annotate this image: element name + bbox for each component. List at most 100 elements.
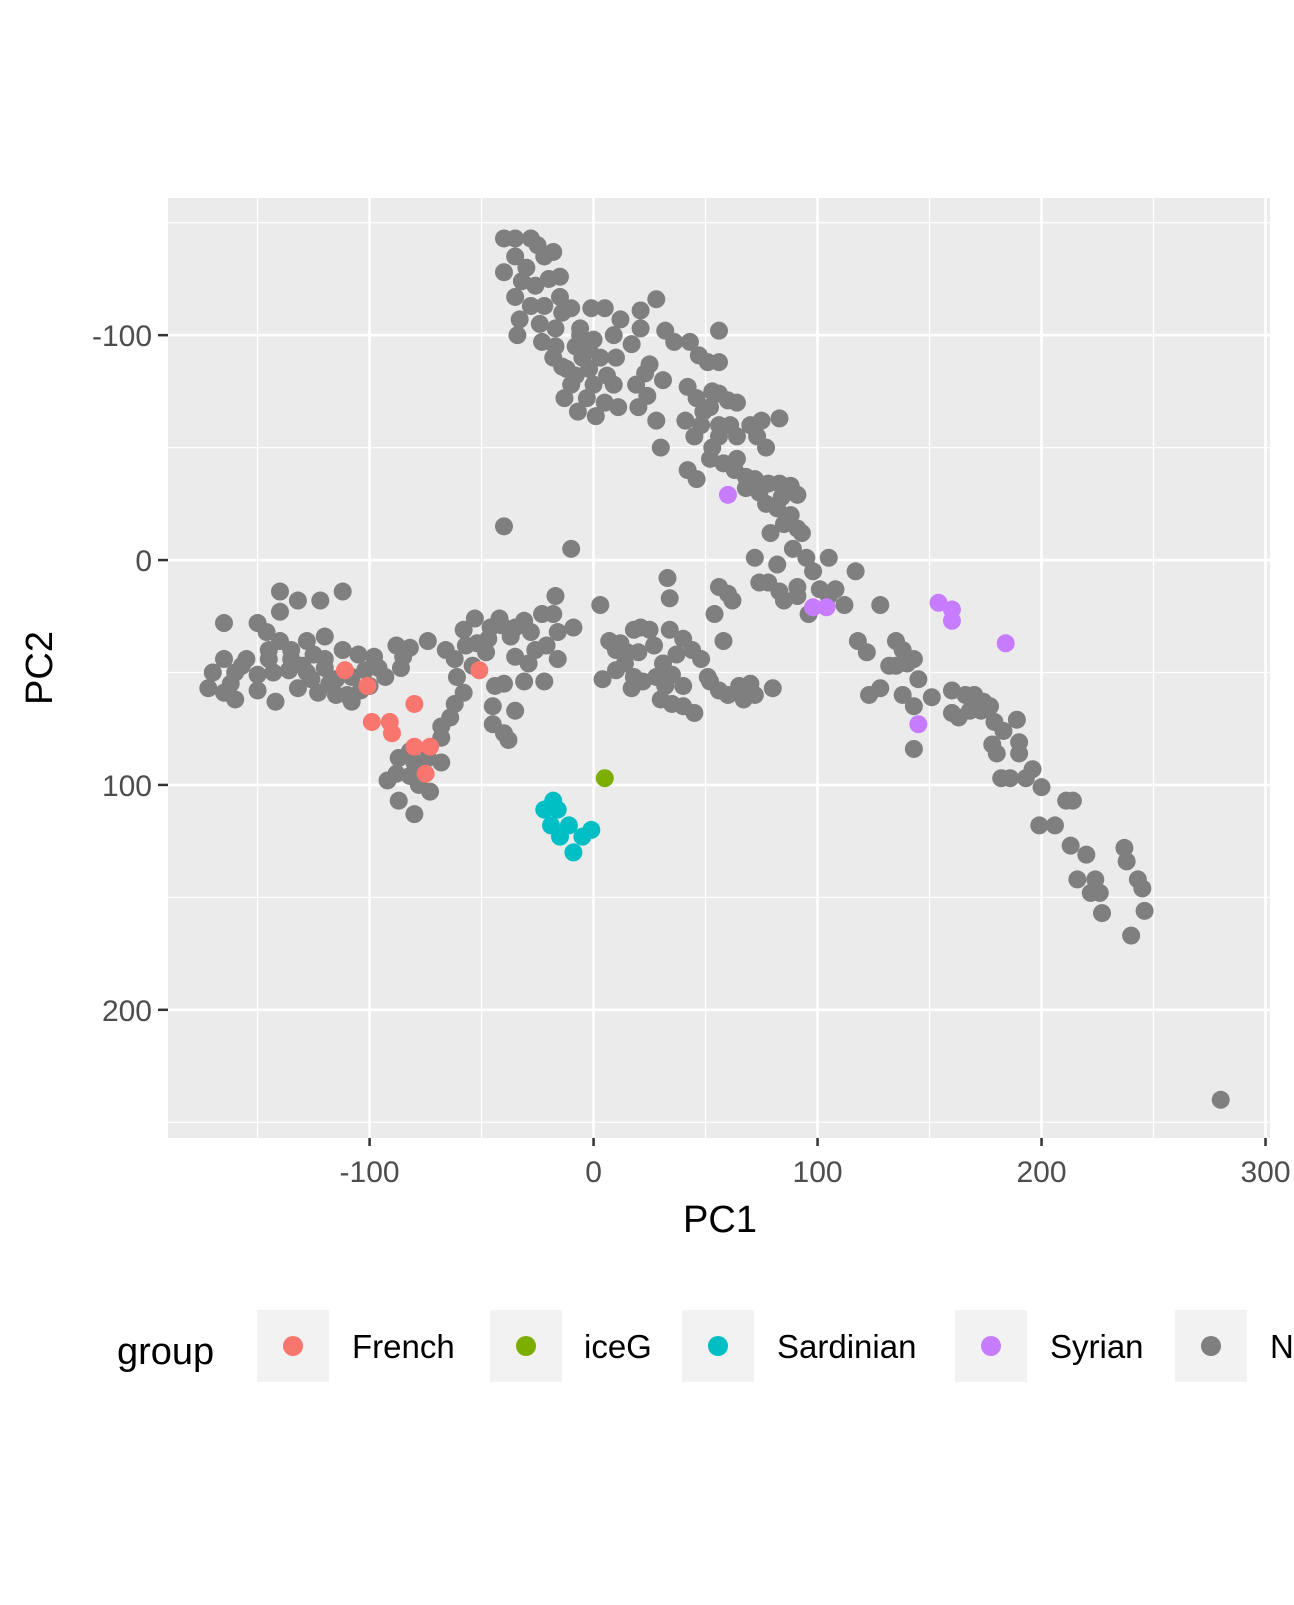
data-point — [909, 670, 928, 689]
data-point — [701, 398, 720, 417]
data-point — [763, 679, 782, 698]
y-tick-label: 200 — [102, 995, 152, 1028]
data-point — [768, 555, 787, 574]
data-point — [248, 665, 267, 684]
data-point — [521, 623, 540, 642]
data-point — [506, 647, 525, 666]
data-point — [232, 656, 251, 675]
data-point — [647, 411, 666, 430]
data-point — [1122, 926, 1141, 945]
data-point — [266, 692, 285, 711]
data-point — [1077, 845, 1096, 864]
data-point — [929, 593, 948, 612]
legend-label-syrian: Syrian — [1050, 1328, 1144, 1365]
data-point — [624, 620, 643, 639]
y-tick-label: 100 — [102, 770, 152, 803]
x-tick-label: 200 — [1017, 1156, 1067, 1189]
data-point — [761, 524, 780, 543]
data-point — [521, 296, 540, 315]
axes: -100 0 100 200 300 -100 0 100 200 — [92, 320, 1291, 1189]
data-point — [506, 287, 525, 306]
data-point — [1133, 879, 1152, 898]
data-point — [477, 643, 496, 662]
data-point — [631, 301, 650, 320]
data-point — [667, 645, 686, 664]
data-point — [687, 389, 706, 408]
x-tick-label: 0 — [585, 1156, 602, 1189]
data-point — [609, 398, 628, 417]
data-point — [510, 310, 529, 329]
data-point — [405, 805, 424, 824]
data-point — [1068, 870, 1087, 889]
data-point — [705, 605, 724, 624]
data-point — [564, 618, 583, 637]
data-point — [501, 627, 520, 646]
data-point — [494, 263, 513, 282]
data-point — [660, 589, 679, 608]
data-point — [508, 326, 527, 345]
data-point — [288, 679, 307, 698]
data-point — [382, 724, 401, 743]
data-point — [506, 247, 525, 266]
data-point — [904, 650, 923, 669]
data-point — [550, 287, 569, 306]
data-point — [562, 299, 581, 318]
data-point — [526, 276, 545, 295]
data-point — [606, 348, 625, 367]
data-point — [788, 485, 807, 504]
data-point — [904, 697, 923, 716]
data-point — [548, 800, 567, 819]
data-point — [994, 721, 1013, 740]
data-point — [595, 769, 614, 788]
data-point — [750, 573, 769, 592]
data-point — [584, 375, 603, 394]
data-point — [710, 353, 728, 372]
data-point — [727, 393, 746, 412]
data-point — [483, 697, 502, 716]
data-point — [571, 326, 590, 345]
data-point — [591, 596, 610, 615]
data-point — [537, 636, 556, 655]
series-syrian — [718, 485, 1015, 734]
data-point — [783, 539, 802, 558]
legend-label-n: N — [1270, 1328, 1294, 1365]
data-point — [1001, 769, 1020, 788]
data-point — [1135, 901, 1154, 920]
data-point — [418, 632, 437, 651]
data-point — [757, 438, 776, 457]
data-point — [770, 409, 789, 428]
data-point — [553, 357, 572, 376]
data-point — [788, 587, 807, 606]
data-points — [199, 229, 1230, 1109]
data-point — [846, 562, 865, 581]
data-point — [506, 701, 525, 720]
series-sardinian — [535, 791, 601, 862]
legend-swatch-syrian — [981, 1336, 1001, 1356]
data-point — [819, 548, 838, 567]
data-point — [871, 596, 890, 615]
legend-swatch-french — [283, 1336, 303, 1356]
data-point — [981, 697, 1000, 716]
data-point — [826, 580, 845, 599]
data-point — [1032, 778, 1051, 797]
y-tick-label: -100 — [92, 320, 152, 353]
data-point — [676, 411, 695, 430]
data-point — [335, 661, 354, 680]
legend-swatch-iceg — [516, 1336, 536, 1356]
data-point — [530, 314, 549, 333]
data-point — [710, 427, 728, 446]
data-point — [356, 661, 375, 680]
data-point — [996, 634, 1015, 653]
data-point — [199, 679, 218, 698]
data-point — [662, 665, 681, 684]
data-point — [550, 267, 569, 286]
data-point — [622, 335, 641, 354]
data-point — [214, 650, 233, 669]
legend-label-sardinian: Sardinian — [777, 1328, 916, 1365]
series-french — [335, 661, 489, 783]
data-point — [447, 667, 466, 686]
data-point — [647, 290, 666, 309]
data-point — [817, 598, 836, 617]
legend: group French iceG Sardinian Syrian N — [117, 1310, 1294, 1382]
data-point — [580, 359, 599, 378]
